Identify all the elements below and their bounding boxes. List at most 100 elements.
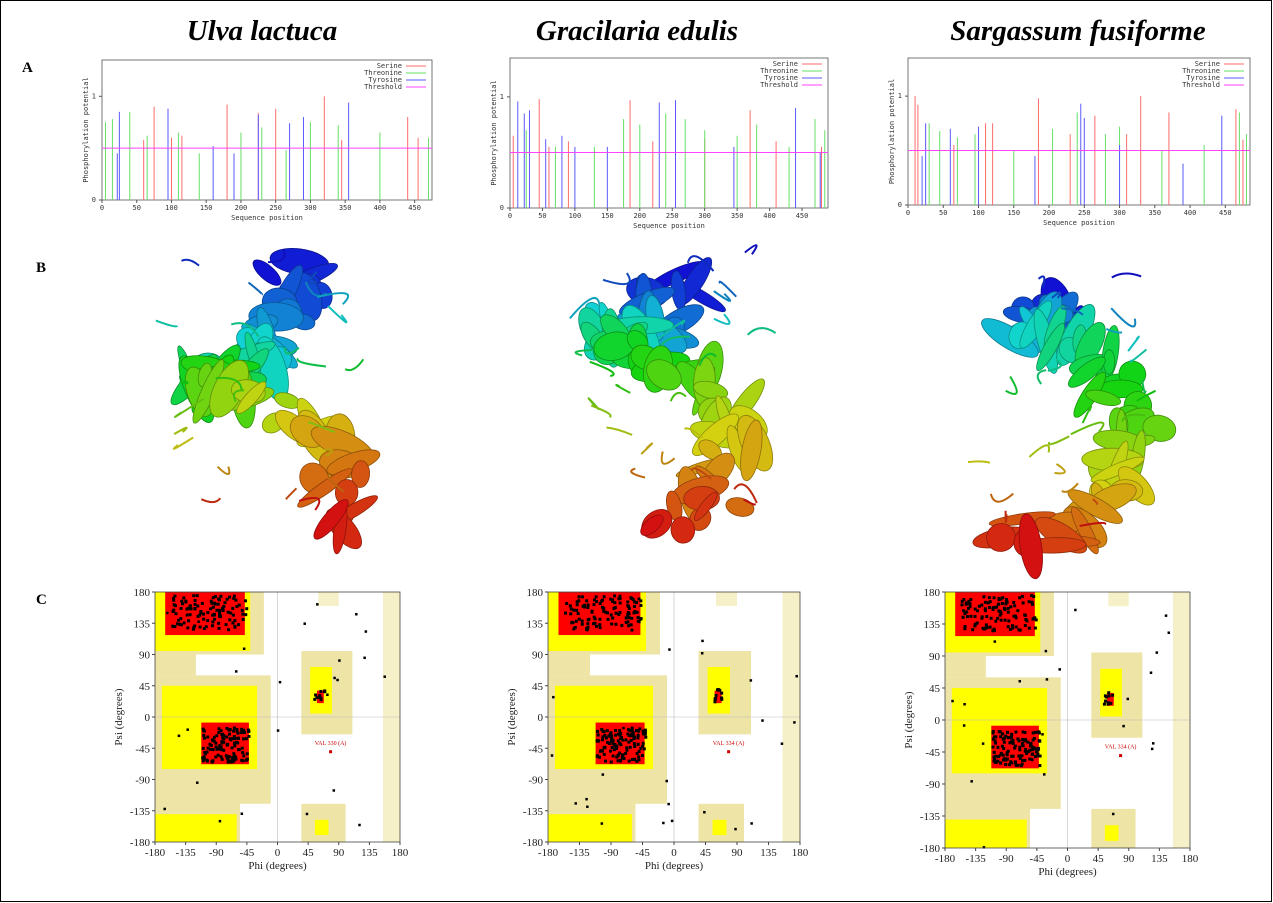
residue-point	[1031, 738, 1035, 742]
x-tick-label: 0	[508, 212, 512, 220]
residue-point	[1037, 747, 1041, 751]
residue-point	[1106, 702, 1110, 706]
residue-point	[1006, 607, 1010, 611]
residue-point	[222, 605, 226, 609]
residue-point	[217, 730, 221, 734]
x-tick-label: -45	[240, 847, 255, 859]
residue-point	[1006, 610, 1010, 614]
residue-point	[633, 600, 637, 604]
coil	[1105, 328, 1123, 334]
residue-point	[593, 621, 597, 625]
residue-point	[624, 620, 628, 624]
residue-point	[1004, 757, 1008, 761]
ramachandran-region	[1108, 592, 1129, 607]
residue-point	[211, 759, 215, 763]
residue-point	[211, 748, 215, 752]
x-tick-label: 300	[1113, 209, 1126, 217]
residue-point	[227, 760, 231, 764]
x-tick-label: 135	[760, 847, 777, 859]
residue-point	[983, 607, 987, 611]
residue-point	[1102, 702, 1106, 706]
plot-frame	[101, 59, 433, 201]
coil	[344, 358, 365, 372]
residue-point	[598, 749, 602, 753]
helix-segment	[1018, 513, 1043, 580]
residue-point	[1031, 748, 1035, 752]
x-tick-label: -45	[635, 847, 650, 859]
residue-point	[219, 729, 223, 733]
residue-point	[240, 730, 244, 734]
residue-point	[1019, 764, 1023, 768]
residue-point	[616, 753, 620, 757]
residue-point	[213, 595, 217, 599]
residue-point	[635, 729, 639, 733]
residue-point	[613, 601, 617, 605]
residue-point	[208, 742, 212, 746]
residue-point	[613, 606, 617, 610]
residue-point	[638, 727, 642, 731]
residue-point	[204, 625, 208, 629]
residue-point	[569, 607, 573, 611]
residue-point	[609, 760, 613, 764]
ramachandran-region	[714, 690, 722, 704]
outlier-label: VAL 334 (A)	[713, 740, 745, 747]
residue-point	[987, 596, 991, 600]
residue-point	[1021, 758, 1025, 762]
residue-point	[641, 729, 645, 733]
y-tick-label: 90	[929, 651, 941, 663]
residue-point	[338, 659, 341, 662]
residue-point	[305, 812, 309, 816]
residue-point	[592, 603, 596, 607]
residue-point	[232, 594, 236, 598]
y-tick-label: -45	[925, 747, 940, 759]
residue-point	[201, 759, 205, 763]
residue-point	[632, 604, 636, 608]
residue-point	[1028, 757, 1032, 761]
residue-point	[230, 746, 234, 750]
residue-point	[991, 731, 995, 735]
x-tick-label: 0	[671, 847, 677, 859]
residue-point	[315, 696, 319, 700]
residue-point	[1033, 747, 1037, 751]
x-axis-label: Sequence position	[1043, 219, 1115, 227]
y-tick-label: -90	[135, 775, 150, 787]
residue-point	[218, 744, 222, 748]
residue-point	[637, 758, 641, 762]
residue-point	[1009, 605, 1013, 609]
helix-segment	[313, 499, 349, 540]
residue-point	[640, 753, 644, 757]
residue-point	[193, 598, 197, 602]
x-tick-label: -135	[966, 853, 987, 865]
residue-point	[229, 738, 233, 742]
legend-label: Tyrosine	[764, 74, 798, 82]
residue-point	[977, 604, 981, 608]
residue-point	[980, 615, 984, 619]
residue-point	[973, 614, 977, 618]
residue-point	[701, 639, 704, 643]
residue-point	[234, 670, 238, 673]
helix-segment	[640, 514, 664, 536]
residue-point	[985, 615, 989, 619]
protein-structure	[569, 244, 777, 544]
x-tick-label: 90	[732, 847, 744, 859]
residue-point	[635, 610, 639, 614]
residue-point	[720, 697, 724, 701]
legend-label: Threonine	[760, 67, 798, 75]
residue-point	[240, 746, 244, 750]
residue-point	[1150, 747, 1154, 751]
residue-point	[565, 601, 569, 605]
residue-point	[999, 751, 1003, 755]
x-tick-label: 350	[731, 212, 744, 220]
residue-point	[636, 733, 640, 737]
residue-point	[200, 601, 204, 605]
y-axis-label: Phosphorylation potential	[82, 77, 90, 182]
residue-point	[643, 732, 647, 736]
x-tick-label: 180	[392, 847, 409, 859]
residue-point	[216, 753, 220, 757]
residue-point	[1035, 750, 1039, 754]
residue-point	[577, 595, 581, 599]
panel-label: A	[22, 60, 33, 76]
residue-point	[1000, 602, 1004, 606]
residue-point	[597, 755, 601, 759]
